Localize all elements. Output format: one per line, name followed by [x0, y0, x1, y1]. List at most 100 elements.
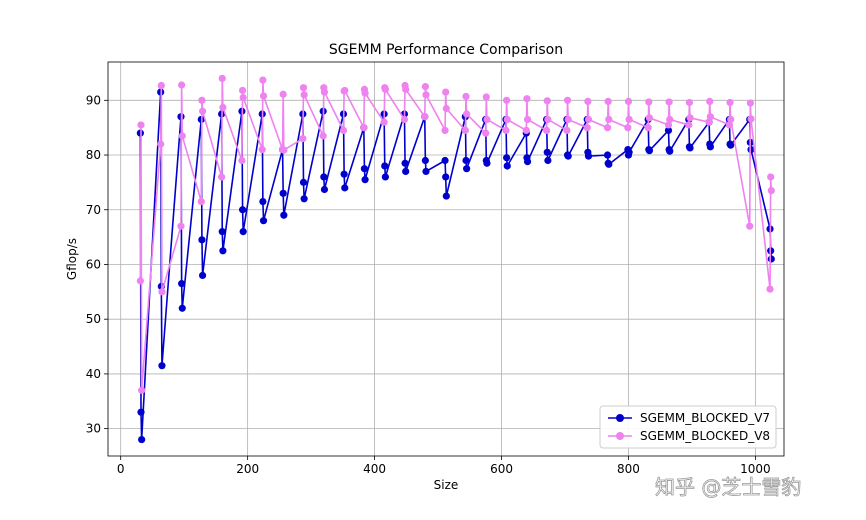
data-point — [280, 146, 288, 154]
data-point — [442, 88, 450, 96]
data-point — [727, 141, 735, 149]
data-point — [361, 89, 369, 97]
data-point — [422, 91, 430, 99]
data-point — [584, 115, 593, 124]
legend-marker-v7 — [616, 414, 624, 422]
data-point — [583, 124, 591, 132]
data-point — [483, 159, 491, 167]
data-point — [238, 206, 247, 214]
data-point — [219, 247, 227, 255]
data-point — [584, 97, 592, 105]
data-point — [603, 151, 612, 159]
data-point — [421, 156, 429, 165]
data-point — [523, 157, 532, 166]
data-point — [522, 126, 530, 135]
data-point — [747, 115, 755, 123]
data-point — [320, 88, 329, 96]
data-point — [462, 156, 470, 165]
legend-marker-v8 — [616, 432, 624, 440]
data-point — [563, 126, 571, 135]
data-point — [300, 195, 308, 203]
data-point — [624, 97, 633, 105]
data-point — [584, 152, 593, 160]
data-point — [239, 93, 247, 102]
data-point — [218, 228, 226, 236]
data-point — [483, 115, 491, 124]
data-point — [625, 115, 633, 124]
data-point — [239, 228, 247, 236]
data-point — [218, 74, 226, 83]
data-point — [136, 277, 144, 285]
chart-title: SGEMM Performance Comparison — [329, 42, 563, 58]
data-point — [421, 113, 429, 121]
data-point — [280, 211, 288, 219]
data-point — [706, 97, 714, 105]
data-point — [279, 189, 287, 197]
data-point — [300, 91, 308, 99]
data-point — [706, 113, 714, 121]
x-tick-label: 800 — [617, 462, 640, 476]
data-point — [644, 124, 652, 132]
data-point — [441, 126, 449, 135]
data-point — [543, 97, 551, 105]
data-point — [544, 156, 552, 165]
data-point — [137, 408, 145, 416]
data-point — [686, 114, 694, 122]
x-tick-label: 1000 — [740, 462, 771, 476]
data-point — [767, 173, 775, 181]
data-point — [198, 236, 206, 244]
data-point — [441, 156, 449, 165]
data-point — [178, 280, 186, 288]
data-point — [158, 288, 166, 296]
data-point — [686, 144, 694, 152]
data-point — [503, 115, 511, 124]
legend: SGEMM_BLOCKED_V7 SGEMM_BLOCKED_V8 — [599, 405, 777, 449]
legend-label-v7: SGEMM_BLOCKED_V7 — [640, 411, 770, 425]
data-point — [381, 162, 389, 170]
data-point — [645, 147, 654, 155]
data-point — [238, 86, 247, 95]
data-point — [400, 115, 409, 124]
data-point — [157, 140, 165, 148]
data-point — [727, 115, 735, 124]
x-tick-label: 0 — [117, 462, 125, 476]
data-point — [138, 435, 146, 444]
data-point — [502, 126, 510, 135]
x-tick-label: 600 — [490, 462, 513, 476]
data-point — [747, 145, 755, 154]
axis-ticks: 0 200 400 600 800 1000 30 40 50 60 70 80 90 — [86, 93, 771, 476]
data-point — [543, 126, 551, 135]
data-point — [605, 115, 613, 124]
data-point — [319, 132, 327, 140]
data-point — [259, 217, 268, 225]
data-point — [178, 304, 186, 312]
data-point — [523, 115, 532, 124]
data-point — [279, 90, 287, 98]
data-point — [685, 121, 693, 129]
data-point — [462, 92, 470, 101]
y-tick-label: 50 — [86, 312, 101, 326]
data-point — [341, 184, 349, 192]
data-point — [299, 178, 308, 186]
data-point — [523, 95, 531, 103]
y-tick-label: 70 — [86, 203, 101, 217]
watermark: 知乎 @芝士雪豹 — [655, 475, 801, 499]
legend-label-v8: SGEMM_BLOCKED_V8 — [640, 429, 770, 443]
data-point — [138, 386, 146, 394]
data-point — [238, 156, 246, 165]
data-point — [442, 192, 450, 200]
data-point — [685, 98, 694, 107]
series-layer — [136, 74, 775, 444]
data-point — [624, 124, 632, 132]
data-point — [666, 115, 674, 124]
data-point — [219, 103, 227, 112]
data-point — [564, 115, 572, 124]
y-tick-label: 60 — [86, 257, 101, 271]
data-point — [299, 84, 308, 92]
data-point — [746, 99, 754, 107]
data-point — [360, 124, 368, 132]
data-point — [767, 255, 775, 263]
data-point — [421, 83, 429, 91]
data-point — [380, 118, 388, 126]
